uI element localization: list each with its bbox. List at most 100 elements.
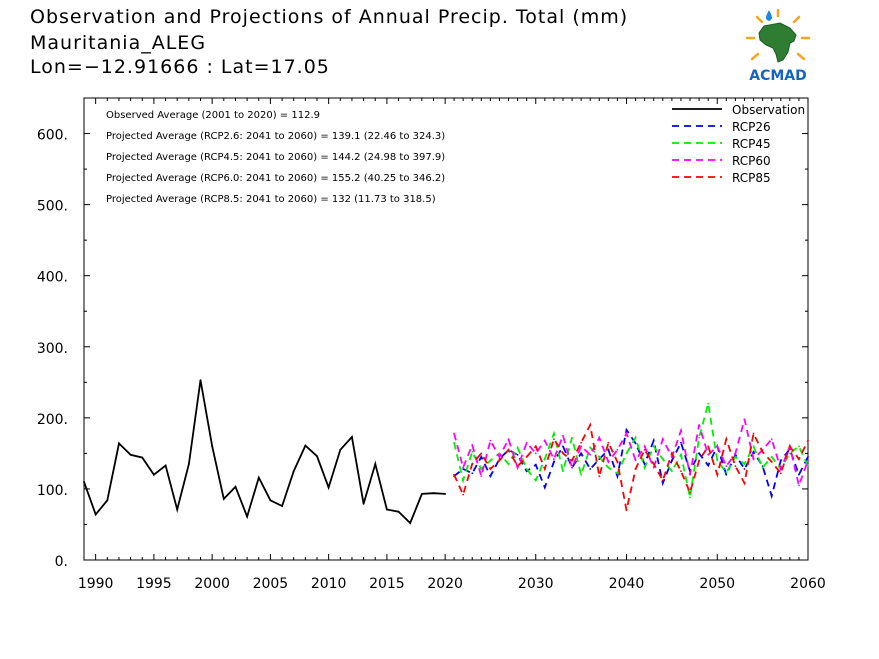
data-point-rcp45 xyxy=(553,432,555,435)
data-point-rcp26 xyxy=(670,459,673,462)
data-point-rcp85 xyxy=(525,456,528,458)
data-point-rcp85 xyxy=(480,452,483,455)
y-tick-label: 300. xyxy=(37,341,68,357)
data-point-rcp60 xyxy=(534,452,537,455)
data-point-rcp26 xyxy=(698,452,700,455)
data-point-rcp85 xyxy=(462,493,465,496)
data-point-rcp26 xyxy=(562,445,564,448)
data-point-rcp60 xyxy=(571,466,573,469)
data-point-rcp60 xyxy=(743,418,746,421)
data-point-rcp85 xyxy=(707,445,710,448)
data-point-rcp45 xyxy=(498,452,501,455)
data-point-rcp85 xyxy=(716,473,719,476)
data-point-rcp85 xyxy=(779,472,782,475)
legend-label: RCP85 xyxy=(732,171,771,185)
y-tick-label: 0. xyxy=(55,554,68,570)
data-point-rcp60 xyxy=(798,484,800,487)
data-point-rcp85 xyxy=(471,463,474,465)
data-point-rcp45 xyxy=(453,441,455,444)
data-point-rcp45 xyxy=(734,456,737,458)
data-point-rcp45 xyxy=(471,451,474,453)
data-point-observation xyxy=(281,505,283,507)
sun-rays-icon xyxy=(745,8,811,61)
data-point-rcp45 xyxy=(761,466,764,469)
legend-label: RCP60 xyxy=(732,154,771,168)
x-tick-label: 2050 xyxy=(699,576,735,592)
data-point-rcp60 xyxy=(652,466,655,469)
series-layer xyxy=(83,379,809,525)
data-point-rcp60 xyxy=(507,438,510,441)
logo-text: ACMAD xyxy=(749,68,807,84)
data-point-rcp60 xyxy=(670,456,673,458)
data-point-rcp26 xyxy=(652,439,655,442)
data-point-observation xyxy=(176,508,179,511)
data-point-rcp85 xyxy=(489,468,492,470)
data-point-rcp85 xyxy=(680,470,682,473)
data-point-rcp26 xyxy=(680,441,682,444)
data-point-rcp45 xyxy=(725,471,728,474)
data-point-observation xyxy=(327,486,330,489)
data-point-rcp85 xyxy=(607,441,610,444)
data-point-observation xyxy=(83,480,85,483)
data-point-rcp60 xyxy=(598,436,601,439)
data-point-rcp45 xyxy=(680,453,682,456)
series-line-observation xyxy=(83,380,446,525)
data-point-rcp45 xyxy=(689,496,691,499)
data-point-rcp85 xyxy=(598,475,601,478)
legend: Observation RCP26 RCP45 RCP60 RCP85 xyxy=(672,103,805,185)
africa-icon xyxy=(758,22,797,63)
data-point-rcp85 xyxy=(507,448,510,451)
data-point-rcp60 xyxy=(562,434,564,437)
data-point-rcp60 xyxy=(489,439,492,442)
x-tick-label: 1995 xyxy=(136,576,172,592)
data-point-rcp26 xyxy=(616,475,619,478)
data-point-rcp85 xyxy=(698,459,700,462)
annotation-text: Observed Average (2001 to 2020) = 112.9 xyxy=(106,110,320,121)
data-point-rcp45 xyxy=(462,479,465,482)
data-point-observation xyxy=(292,470,295,473)
data-point-rcp45 xyxy=(643,466,646,469)
data-point-rcp85 xyxy=(453,473,455,476)
data-point-rcp26 xyxy=(480,456,483,458)
data-point-rcp60 xyxy=(453,432,455,435)
data-point-rcp26 xyxy=(625,429,628,431)
data-point-observation xyxy=(222,497,225,500)
chart-title: Observation and Projections of Annual Pr… xyxy=(30,6,629,28)
data-point-rcp85 xyxy=(498,459,501,462)
data-point-rcp60 xyxy=(471,443,474,446)
legend-label: RCP26 xyxy=(732,120,771,134)
water-drop-icon xyxy=(765,10,773,21)
data-point-rcp85 xyxy=(643,448,646,451)
plot-frame xyxy=(83,97,809,561)
data-point-rcp26 xyxy=(580,452,583,455)
data-point-rcp85 xyxy=(661,479,664,482)
data-point-rcp60 xyxy=(589,453,592,456)
data-point-rcp45 xyxy=(661,458,664,460)
data-point-rcp60 xyxy=(680,429,682,432)
data-point-observation xyxy=(106,499,109,502)
data-point-rcp45 xyxy=(525,468,528,470)
data-point-rcp26 xyxy=(471,472,474,475)
x-tick-label: 2060 xyxy=(790,576,826,592)
data-point-rcp60 xyxy=(661,438,664,441)
data-point-rcp26 xyxy=(707,464,710,467)
data-point-rcp26 xyxy=(462,468,465,470)
y-axis: 0. 100. 200. 300. 400. 500. 600. xyxy=(37,97,808,570)
data-point-rcp26 xyxy=(779,459,782,462)
y-tick-label: 600. xyxy=(37,128,68,144)
data-point-rcp85 xyxy=(580,441,583,444)
data-point-rcp60 xyxy=(725,465,728,468)
data-point-rcp60 xyxy=(516,466,519,469)
data-point-rcp45 xyxy=(534,479,537,482)
data-point-rcp85 xyxy=(652,463,655,465)
x-tick-label: 2020 xyxy=(427,576,463,592)
data-point-rcp85 xyxy=(798,458,800,460)
data-point-rcp60 xyxy=(580,445,583,448)
location-label: Mauritania_ALEG xyxy=(30,32,207,54)
data-point-rcp60 xyxy=(770,438,773,441)
data-point-rcp60 xyxy=(607,461,610,463)
data-point-rcp85 xyxy=(670,452,673,455)
data-point-rcp45 xyxy=(634,436,637,439)
data-point-rcp45 xyxy=(698,436,700,439)
